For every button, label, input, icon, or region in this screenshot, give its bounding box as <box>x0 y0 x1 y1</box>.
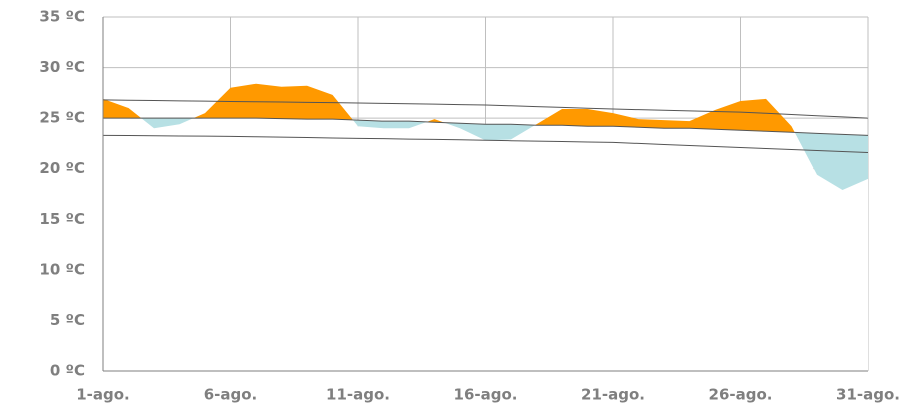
y-tick-label: 5 ºC <box>50 311 85 329</box>
reference-line <box>103 117 869 136</box>
reference-line <box>102 99 869 119</box>
x-tick-label: 21-ago. <box>581 386 645 404</box>
y-tick-label: 10 ºC <box>39 260 85 278</box>
x-tick-label: 1-ago. <box>76 386 130 404</box>
y-tick-label: 30 ºC <box>39 58 85 76</box>
y-tick-label: 0 ºC <box>50 362 85 380</box>
y-tick-label: 20 ºC <box>39 159 85 177</box>
x-tick-label: 16-ago. <box>454 386 518 404</box>
background-cover <box>103 118 868 372</box>
area-below <box>103 118 868 190</box>
y-tick-label: 35 ºC <box>39 8 85 26</box>
reference-line <box>102 134 869 154</box>
x-tick-label: 11-ago. <box>326 386 390 404</box>
area-above <box>103 83 868 136</box>
y-tick-label: 15 ºC <box>39 210 85 228</box>
x-tick-label: 6-ago. <box>204 386 258 404</box>
y-tick-label: 25 ºC <box>39 109 85 127</box>
x-tick-label: 26-ago. <box>709 386 773 404</box>
x-tick-label: 31-ago. <box>836 386 900 404</box>
